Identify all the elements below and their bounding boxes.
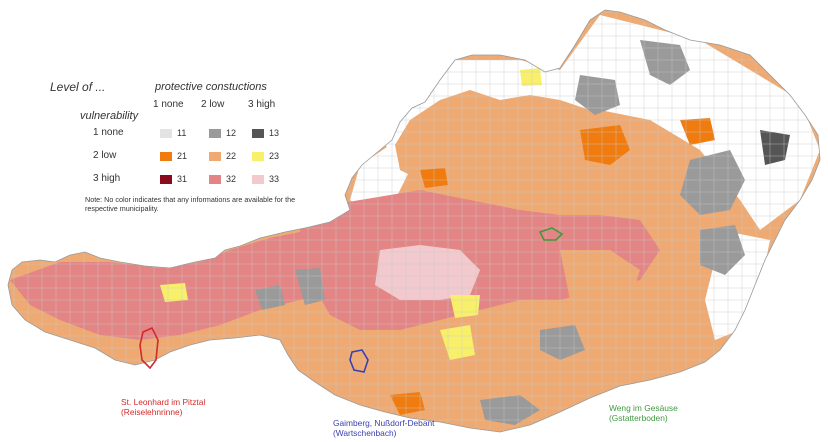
legend-row-low: 2 low: [93, 150, 117, 161]
legend-swatch-11: [160, 129, 172, 138]
site-sub: (Reiselehnrinne): [121, 407, 183, 417]
legend-swatch-13: [252, 129, 264, 138]
site-outline-weng: [538, 227, 564, 241]
site-label-weng: Weng im Gesäuse (Gstatterboden): [609, 403, 678, 423]
legend-code-32: 32: [226, 174, 237, 184]
legend-code-33: 33: [269, 174, 280, 184]
legend-row-high: 3 high: [93, 173, 121, 184]
country-outline: [7, 9, 821, 433]
legend-title: Level of ...: [50, 80, 106, 94]
legend-swatch-31: [160, 175, 172, 184]
site-outline-st-leonhard: [139, 326, 159, 370]
legend-code-11: 11: [177, 128, 187, 138]
legend-code-22: 22: [226, 151, 237, 161]
legend-swatch-12: [209, 129, 221, 138]
legend-swatch-22: [209, 152, 221, 161]
legend-row-none: 1 none: [93, 127, 124, 138]
site-outline-gaimberg: [349, 349, 369, 373]
legend-swatch-33: [252, 175, 264, 184]
legend-protective-title: protective constuctions: [155, 81, 267, 93]
site-label-gaimberg: Gaimberg, Nußdorf-Debant (Wartschenbach): [333, 418, 434, 438]
legend-column-none: 1 none: [153, 99, 184, 110]
legend-code-13: 13: [269, 128, 280, 138]
legend-column-high: 3 high: [248, 99, 276, 110]
legend-swatch-32: [209, 175, 221, 184]
legend-swatch-23: [252, 152, 264, 161]
site-sub: (Wartschenbach): [333, 428, 397, 438]
site-name: Weng im Gesäuse: [609, 403, 678, 413]
legend-code-12: 12: [226, 128, 237, 138]
site-label-st-leonhard: St. Leonhard im Pitztal (Reiselehnrinne): [121, 397, 205, 417]
legend-vulnerability-title: vulnerability: [80, 110, 139, 122]
legend: Level of ... protective constuctions 1 n…: [0, 0, 320, 230]
site-sub: (Gstatterboden): [609, 413, 668, 423]
site-name: Gaimberg, Nußdorf-Debant: [333, 418, 435, 428]
site-name: St. Leonhard im Pitztal: [121, 397, 206, 407]
legend-note: Note: No color indicates that any inform…: [85, 195, 296, 213]
legend-swatch-21: [160, 152, 172, 161]
legend-column-low: 2 low: [201, 99, 225, 110]
legend-code-31: 31: [177, 174, 188, 184]
legend-code-21: 21: [177, 151, 188, 161]
legend-code-23: 23: [269, 151, 280, 161]
